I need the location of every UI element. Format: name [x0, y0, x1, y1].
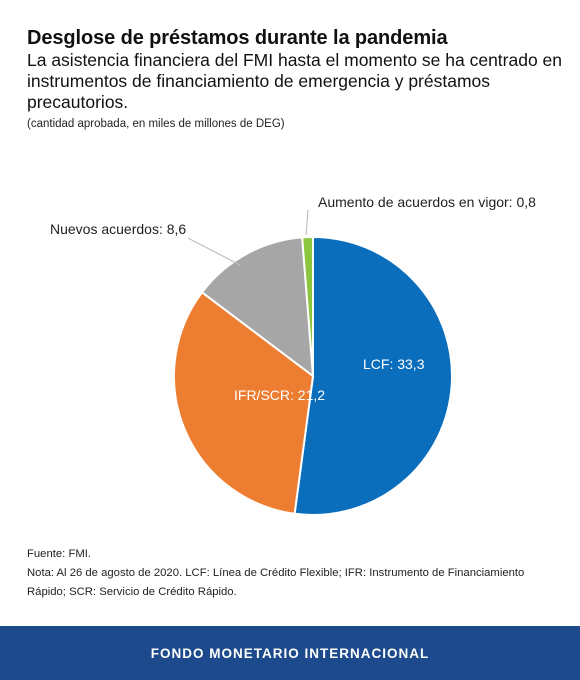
slice-label-lcf: LCF: 33,3 [363, 356, 425, 372]
footer-banner: FONDO MONETARIO INTERNACIONAL [0, 626, 580, 680]
pie-slice-nuevos-acuerdos [200, 236, 315, 379]
chart-header: Desglose de préstamos durante la pandemi… [27, 26, 567, 132]
leader-line-aumento-de-acuerdos-en-vigor [305, 209, 309, 236]
slice-label-aumento-de-acuerdos-en-vigor: Aumento de acuerdos en vigor: 0,8 [318, 194, 536, 210]
chart-subtitle: La asistencia financiera del FMI hasta e… [27, 50, 563, 112]
pie-slice-ifr-scr [173, 290, 315, 515]
slice-label-nuevos-acuerdos: Nuevos acuerdos: 8,6 [50, 221, 186, 237]
org-name: FONDO MONETARIO INTERNACIONAL [150, 645, 430, 661]
pie-slice-lcf [293, 235, 453, 516]
pie-chart: Aumento de acuerdos en vigor: 0,8 LCF: 33… [50, 194, 536, 516]
slice-label-ifr-scr: IFR/SCR: 21,2 [234, 387, 325, 403]
leader-line-nuevos-acuerdos [187, 237, 241, 266]
source-note: Fuente: FMI. [27, 548, 92, 560]
footnote: Nota: Al 26 de agosto de 2020. LCF: Líne… [27, 567, 525, 598]
chart-title: Desglose de préstamos durante la pandemi… [27, 27, 448, 49]
chart-units: (cantidad aprobada, en miles de millones… [27, 118, 285, 130]
chart-notes: Fuente: FMI. Nota: Al 26 de agosto de 20… [27, 545, 557, 602]
